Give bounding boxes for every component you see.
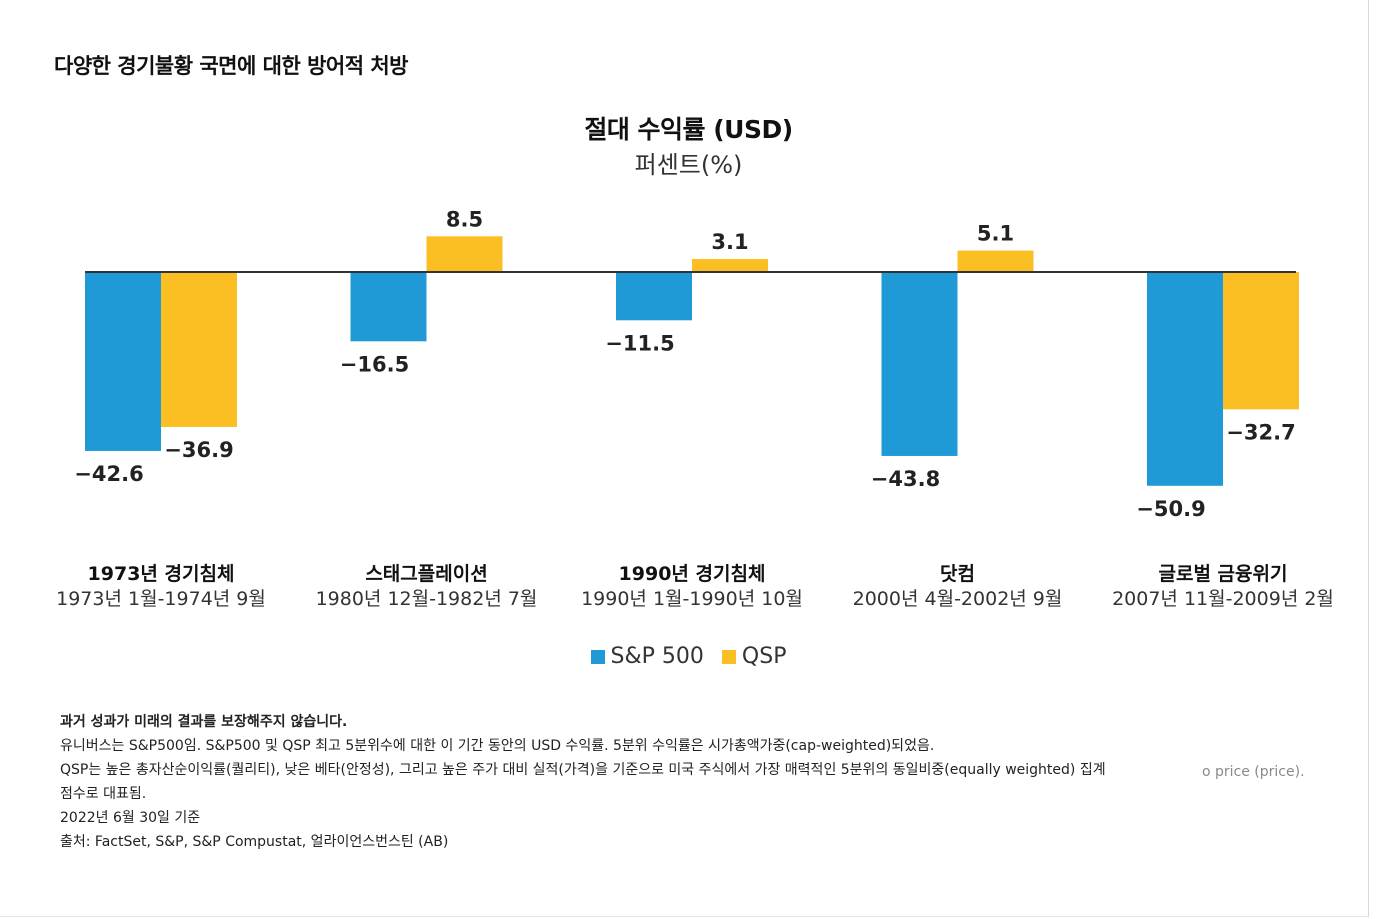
page-heading: 다양한 경기불황 국면에 대한 방어적 처방 (54, 54, 409, 78)
bar-qsp-2 (692, 258, 768, 272)
chart-legend: S&P 500 QSP (0, 644, 1377, 669)
value-label-s-p-500-1: −16.5 (340, 352, 409, 376)
bar-qsp-3 (957, 250, 1034, 272)
legend-label-qsp: QSP (741, 644, 787, 669)
chart-subtitle: 퍼센트(%) (634, 151, 743, 179)
bar-chart: −42.6 −16.5 −11.5 −43.8 −50.9 −36.9 8.5 3.1 5.1 −… (56, 207, 1334, 610)
category-period-2: 1990년 1월-1990년 10월 (581, 588, 803, 610)
legend-item-qsp: QSP (721, 644, 787, 669)
bar-s-p-500-2 (616, 272, 692, 321)
disclaimer-note: 과거 성과가 미래의 결과를 보장해주지 않습니다. (60, 714, 348, 730)
value-label-s-p-500-3: −43.8 (871, 467, 940, 491)
category-label-3: 닷컴 (940, 563, 975, 585)
value-label-s-p-500-4: −50.9 (1136, 497, 1205, 521)
qsp-definition-note-cont: 점수로 대표됨. (60, 786, 147, 802)
category-label-1: 스태그플레이션 (365, 563, 487, 585)
chart-title: 절대 수익률 (USD) (584, 115, 793, 144)
as-of-date-note: 2022년 6월 30일 기준 (60, 810, 201, 826)
footnotes: 과거 성과가 미래의 결과를 보장해주지 않습니다. 유니버스는 S&P500임… (60, 710, 1170, 854)
category-period-1: 1980년 12월-1982년 7월 (316, 588, 538, 610)
value-label-qsp-4: −32.7 (1226, 420, 1295, 444)
value-label-qsp-3: 5.1 (977, 222, 1014, 246)
bar-s-p-500-4 (1147, 272, 1223, 486)
value-label-s-p-500-0: −42.6 (74, 462, 143, 486)
bar-qsp-4 (1223, 272, 1299, 410)
category-label-4: 글로벌 금융위기 (1159, 563, 1288, 585)
bar-s-p-500-0 (85, 272, 161, 451)
category-label-0: 1973년 경기침체 (88, 563, 235, 585)
legend-label-sp500: S&P 500 (610, 644, 704, 669)
bar-s-p-500-3 (881, 272, 958, 456)
category-period-3: 2000년 4월-2002년 9월 (853, 588, 1063, 610)
legend-swatch-sp500 (590, 649, 605, 664)
value-label-s-p-500-2: −11.5 (605, 331, 674, 355)
category-period-0: 1973년 1월-1974년 9월 (56, 588, 266, 610)
category-period-4: 2007년 11월-2009년 2월 (1112, 588, 1334, 610)
value-label-qsp-1: 8.5 (446, 207, 483, 231)
stray-text: o price (price). (1202, 764, 1305, 780)
bar-qsp-1 (426, 236, 503, 272)
universe-note: 유니버스는 S&P500임. S&P500 및 QSP 최고 5분위수에 대한 … (60, 738, 935, 754)
legend-item-sp500: S&P 500 (590, 644, 704, 669)
qsp-definition-note: QSP는 높은 총자산순이익률(퀄리티), 낮은 베타(안정성), 그리고 높은… (60, 762, 1106, 778)
category-label-2: 1990년 경기침체 (619, 563, 766, 585)
value-label-qsp-2: 3.1 (711, 230, 748, 254)
legend-swatch-qsp (721, 649, 736, 664)
source-note: 출처: FactSet, S&P, S&P Compustat, 얼라이언스번스… (60, 834, 449, 850)
value-label-qsp-0: −36.9 (164, 438, 233, 462)
bar-s-p-500-1 (350, 272, 427, 342)
bar-qsp-0 (161, 272, 237, 427)
